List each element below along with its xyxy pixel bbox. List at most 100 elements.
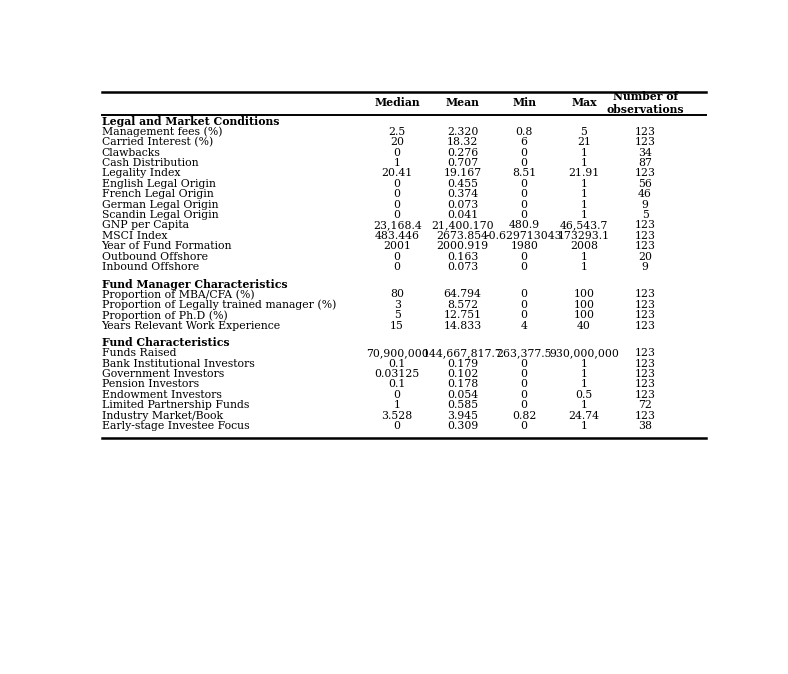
Text: 0: 0 (394, 189, 400, 199)
Text: -0.629713043: -0.629713043 (486, 231, 563, 241)
Text: Proportion of MBA/CFA (%): Proportion of MBA/CFA (%) (102, 289, 255, 300)
Text: 2.320: 2.320 (447, 127, 478, 137)
Text: 4: 4 (521, 321, 528, 331)
Text: Legal and Market Conditions: Legal and Market Conditions (102, 116, 279, 127)
Text: 5: 5 (641, 210, 649, 220)
Text: Year of Fund Formation: Year of Fund Formation (102, 241, 232, 251)
Text: GNP per Capita: GNP per Capita (102, 220, 188, 231)
Text: 1: 1 (581, 359, 588, 369)
Text: 46,543.7: 46,543.7 (559, 220, 608, 231)
Text: 3.528: 3.528 (381, 410, 413, 421)
Text: Legality Index: Legality Index (102, 168, 180, 179)
Text: 123: 123 (634, 310, 656, 320)
Text: 123: 123 (634, 231, 656, 241)
Text: 0: 0 (521, 379, 528, 390)
Text: Government Investors: Government Investors (102, 369, 224, 379)
Text: 0: 0 (521, 210, 528, 220)
Text: 0.073: 0.073 (447, 200, 478, 210)
Text: 9: 9 (641, 200, 649, 210)
Text: Clawbacks: Clawbacks (102, 148, 161, 158)
Text: 1: 1 (394, 400, 400, 410)
Text: 0: 0 (521, 148, 528, 158)
Text: Proportion of Ph.D (%): Proportion of Ph.D (%) (102, 310, 227, 321)
Text: 123: 123 (634, 359, 656, 369)
Text: Limited Partnership Funds: Limited Partnership Funds (102, 400, 249, 410)
Text: 80: 80 (390, 289, 404, 299)
Text: 0.1: 0.1 (388, 379, 406, 390)
Text: 20: 20 (638, 251, 652, 262)
Text: Years Relevant Work Experience: Years Relevant Work Experience (102, 321, 281, 331)
Text: Fund Manager Characteristics: Fund Manager Characteristics (102, 278, 287, 290)
Text: 0: 0 (394, 421, 400, 431)
Text: 1: 1 (581, 369, 588, 379)
Text: 38: 38 (638, 421, 652, 431)
Text: 123: 123 (634, 220, 656, 231)
Text: 0: 0 (521, 369, 528, 379)
Text: Outbound Offshore: Outbound Offshore (102, 251, 207, 262)
Text: 20: 20 (390, 137, 404, 147)
Text: 1: 1 (581, 421, 588, 431)
Text: 0: 0 (521, 310, 528, 320)
Text: 0.585: 0.585 (447, 400, 478, 410)
Text: 0.03125: 0.03125 (374, 369, 420, 379)
Text: 24.74: 24.74 (568, 410, 600, 421)
Text: 0: 0 (521, 390, 528, 400)
Text: 480.9: 480.9 (508, 220, 540, 231)
Text: Endowment Investors: Endowment Investors (102, 390, 221, 400)
Text: 0: 0 (521, 400, 528, 410)
Text: Funds Raised: Funds Raised (102, 348, 176, 358)
Text: 123: 123 (634, 168, 656, 179)
Text: 72: 72 (638, 400, 652, 410)
Text: 3: 3 (394, 300, 400, 310)
Text: French Legal Origin: French Legal Origin (102, 189, 214, 199)
Text: 1: 1 (581, 210, 588, 220)
Text: 0: 0 (394, 148, 400, 158)
Text: Median: Median (374, 97, 420, 109)
Text: 0.707: 0.707 (447, 158, 478, 168)
Text: 123: 123 (634, 410, 656, 421)
Text: 2000.919: 2000.919 (437, 241, 489, 251)
Text: 1: 1 (581, 262, 588, 272)
Text: 0: 0 (394, 179, 400, 189)
Text: 1: 1 (581, 400, 588, 410)
Text: 0.374: 0.374 (447, 189, 478, 199)
Text: 123: 123 (634, 300, 656, 310)
Text: 0: 0 (394, 262, 400, 272)
Text: 0.5: 0.5 (575, 390, 593, 400)
Text: 0: 0 (521, 158, 528, 168)
Text: 0.102: 0.102 (447, 369, 478, 379)
Text: 14.833: 14.833 (444, 321, 481, 331)
Text: Max: Max (571, 97, 597, 109)
Text: Industry Market/Book: Industry Market/Book (102, 410, 223, 421)
Text: 0: 0 (521, 200, 528, 210)
Text: Management fees (%): Management fees (%) (102, 127, 222, 137)
Text: 263,377.5: 263,377.5 (496, 348, 552, 358)
Text: 87: 87 (638, 158, 652, 168)
Text: 483.446: 483.446 (374, 231, 420, 241)
Text: 0: 0 (521, 179, 528, 189)
Text: 0: 0 (394, 210, 400, 220)
Text: Number of
observations: Number of observations (606, 91, 684, 115)
Text: 1: 1 (581, 179, 588, 189)
Text: 0: 0 (394, 200, 400, 210)
Text: Fund Characteristics: Fund Characteristics (102, 337, 229, 348)
Text: 0: 0 (521, 262, 528, 272)
Text: 123: 123 (634, 379, 656, 390)
Text: 0: 0 (521, 300, 528, 310)
Text: English Legal Origin: English Legal Origin (102, 179, 215, 189)
Text: 930,000,000: 930,000,000 (549, 348, 619, 358)
Text: 8.572: 8.572 (447, 300, 478, 310)
Text: 1: 1 (581, 379, 588, 390)
Text: 0.073: 0.073 (447, 262, 478, 272)
Text: 123: 123 (634, 321, 656, 331)
Text: 123: 123 (634, 127, 656, 137)
Text: 0.276: 0.276 (447, 148, 478, 158)
Text: 100: 100 (574, 289, 594, 299)
Text: 0: 0 (521, 359, 528, 369)
Text: 123: 123 (634, 369, 656, 379)
Text: 123: 123 (634, 289, 656, 299)
Text: 23,168.4: 23,168.4 (373, 220, 422, 231)
Text: 0.309: 0.309 (447, 421, 478, 431)
Text: 0: 0 (394, 251, 400, 262)
Text: 9: 9 (641, 262, 649, 272)
